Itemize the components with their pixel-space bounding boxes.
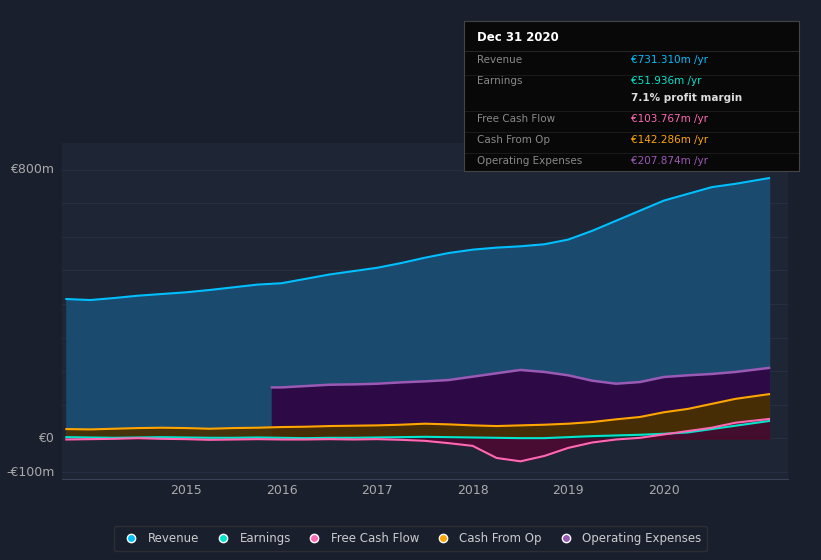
Text: -€100m: -€100m [6, 465, 54, 479]
Text: Revenue: Revenue [477, 55, 522, 65]
Text: €103.767m /yr: €103.767m /yr [631, 114, 709, 124]
Text: €731.310m /yr: €731.310m /yr [631, 55, 709, 65]
Text: €142.286m /yr: €142.286m /yr [631, 135, 709, 145]
Text: Earnings: Earnings [477, 76, 523, 86]
Text: Dec 31 2020: Dec 31 2020 [477, 31, 559, 44]
Text: 7.1% profit margin: 7.1% profit margin [631, 93, 742, 102]
Text: €51.936m /yr: €51.936m /yr [631, 76, 702, 86]
Text: €207.874m /yr: €207.874m /yr [631, 156, 709, 166]
Text: Cash From Op: Cash From Op [477, 135, 550, 145]
Text: Free Cash Flow: Free Cash Flow [477, 114, 555, 124]
Text: Operating Expenses: Operating Expenses [477, 156, 583, 166]
Legend: Revenue, Earnings, Free Cash Flow, Cash From Op, Operating Expenses: Revenue, Earnings, Free Cash Flow, Cash … [114, 526, 707, 551]
Text: €800m: €800m [11, 163, 54, 176]
Text: €0: €0 [39, 432, 54, 445]
